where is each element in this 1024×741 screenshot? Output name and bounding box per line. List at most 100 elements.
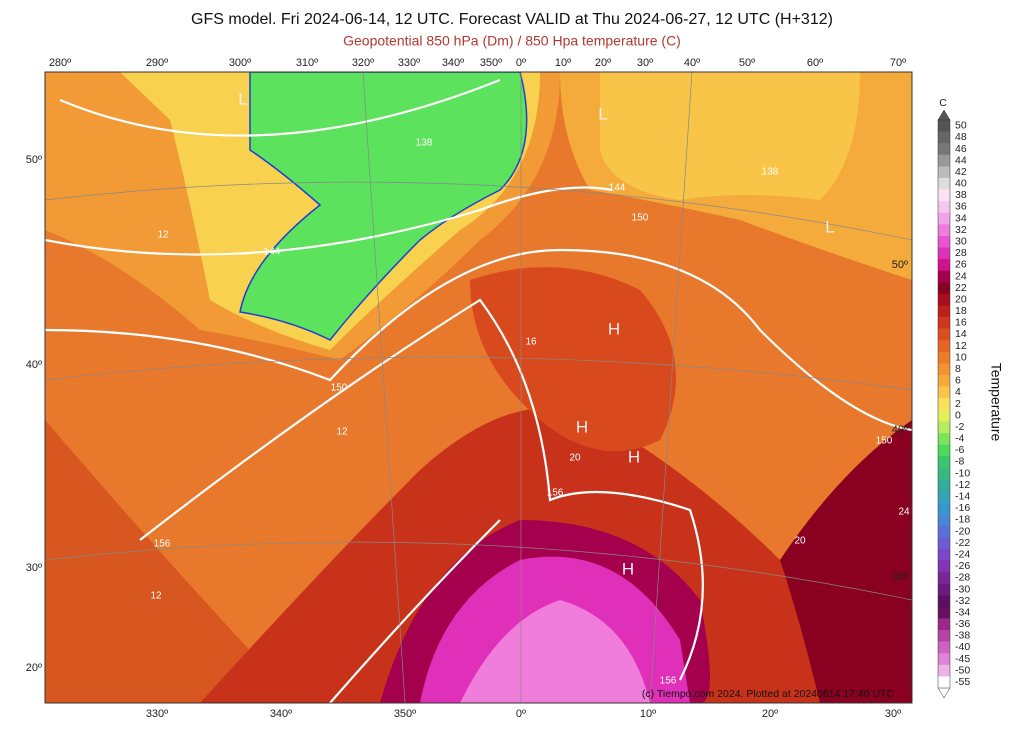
bottom-longitude-label: 350º xyxy=(394,708,416,720)
contour-label: 144 xyxy=(609,183,626,194)
bottom-longitude-label: 0º xyxy=(516,708,526,720)
colorbar-frame xyxy=(937,119,951,689)
colorbar-top-arrow xyxy=(937,109,951,121)
bottom-longitude-label: 330º xyxy=(146,708,168,720)
colorbar-tick-label: -6 xyxy=(955,444,964,456)
contour-label: 16 xyxy=(525,337,537,348)
top-longitude-label: 70º xyxy=(890,57,906,69)
contour-label: 150 xyxy=(331,383,348,394)
colorbar-tick-label: -30 xyxy=(955,583,970,595)
colorbar-tick-label: 20 xyxy=(955,293,967,305)
bottom-longitude-label: 10º xyxy=(640,708,656,720)
pressure-center: H xyxy=(622,559,634,578)
colorbar-swatch xyxy=(938,166,950,179)
colorbar-bottom-arrow xyxy=(937,687,951,699)
top-longitude-label: 290º xyxy=(146,57,168,69)
top-longitude-label: 300º xyxy=(229,57,251,69)
colorbar-tick-label: -24 xyxy=(955,548,970,560)
colorbar-tick-label: -32 xyxy=(955,595,970,607)
contour-label: 150 xyxy=(876,436,893,447)
colorbar-swatch xyxy=(938,375,950,387)
top-longitude-label: 280º xyxy=(49,57,71,69)
contour-label: 156 xyxy=(547,488,564,499)
colorbar-tick-label: -28 xyxy=(955,572,970,584)
colorbar-tick-label: 40 xyxy=(955,178,967,190)
colorbar-swatch xyxy=(938,421,950,434)
colorbar-tick-label: 22 xyxy=(955,282,967,294)
colorbar-tick-label: 12 xyxy=(955,340,967,352)
colorbar-swatch xyxy=(938,201,950,214)
top-longitude-label: 30º xyxy=(637,57,653,69)
colorbar-tick-label: 30 xyxy=(955,235,967,247)
subtitle: Geopotential 850 hPa (Dm) / 850 Hpa temp… xyxy=(343,33,681,49)
colorbar-swatch xyxy=(938,572,950,584)
colorbar-swatch xyxy=(938,131,950,144)
colorbar-swatch xyxy=(938,490,950,503)
colorbar-tick-label: 26 xyxy=(955,259,967,271)
colorbar-tick-label: -12 xyxy=(955,479,970,491)
top-longitude-label: 310º xyxy=(296,57,318,69)
colorbar-swatch xyxy=(938,548,950,561)
colorbar-swatch xyxy=(938,282,950,295)
title: GFS model. Fri 2024-06-14, 12 UTC. Forec… xyxy=(191,11,833,28)
colorbar-swatch xyxy=(938,351,950,364)
colorbar-swatch xyxy=(938,444,950,457)
colorbar-tick-label: -16 xyxy=(955,502,970,514)
colorbar-swatch xyxy=(938,259,950,271)
contour-label: 144 xyxy=(264,247,281,258)
colorbar-swatch xyxy=(938,409,950,422)
colorbar-swatch xyxy=(938,143,950,156)
colorbar-tick-label: 42 xyxy=(955,166,967,178)
right-latitude-label: 30º xyxy=(892,571,908,583)
colorbar-swatch xyxy=(938,479,950,492)
contour-label: 20 xyxy=(794,536,806,547)
colorbar-tick-label: 14 xyxy=(955,328,967,340)
pressure-center: L xyxy=(598,104,607,123)
colorbar-swatch xyxy=(938,456,950,469)
map xyxy=(45,72,912,703)
map-frame xyxy=(44,71,913,704)
pressure-center: H xyxy=(576,417,588,436)
colorbar-swatch xyxy=(938,630,950,642)
colorbar-tick-label: 50 xyxy=(955,120,967,132)
colorbar-swatch xyxy=(938,247,950,260)
colorbar-swatch xyxy=(938,467,950,480)
colorbar-swatch xyxy=(938,363,950,376)
colorbar-swatch xyxy=(938,653,950,666)
colorbar-swatch xyxy=(938,676,950,689)
colorbar-swatch xyxy=(938,432,950,445)
colorbar-swatch xyxy=(938,293,950,306)
bottom-longitude-label: 340º xyxy=(270,708,292,720)
top-longitude-label: 50º xyxy=(739,57,755,69)
contour-label: 138 xyxy=(416,138,433,149)
colorbar-swatch xyxy=(938,514,950,527)
colorbar-swatch xyxy=(938,212,950,225)
colorbar-tick-label: -50 xyxy=(955,664,970,676)
colorbar-swatch xyxy=(938,317,950,329)
colorbar-swatch xyxy=(938,305,950,318)
colorbar-swatch xyxy=(938,270,950,283)
colorbar-tick-label: 0 xyxy=(955,409,961,421)
contour-label: 12 xyxy=(336,427,348,438)
contour-label: 156 xyxy=(154,539,171,550)
colorbar-swatch xyxy=(938,235,950,248)
bottom-longitude-label: 30º xyxy=(885,708,901,720)
top-longitude-label: 20º xyxy=(595,57,611,69)
bottom-longitude-label: 20º xyxy=(762,708,778,720)
colorbar-tick-label: -36 xyxy=(955,618,970,630)
colorbar-swatch xyxy=(938,224,950,237)
left-latitude-label: 20º xyxy=(26,662,42,674)
colorbar-tick-label: 2 xyxy=(955,398,961,410)
colorbar-tick-label: -4 xyxy=(955,433,964,445)
colorbar-swatch xyxy=(938,120,950,132)
colorbar-swatch xyxy=(938,583,950,596)
top-longitude-label: 40º xyxy=(684,57,700,69)
colorbar-swatch xyxy=(938,398,950,411)
colorbar-swatch xyxy=(938,525,950,538)
colorbar-tick-label: 38 xyxy=(955,189,967,201)
colorbar-swatch xyxy=(938,606,950,619)
top-longitude-label: 0º xyxy=(516,57,526,69)
colorbar-swatch xyxy=(938,189,950,202)
colorbar-tick-label: -8 xyxy=(955,456,964,468)
